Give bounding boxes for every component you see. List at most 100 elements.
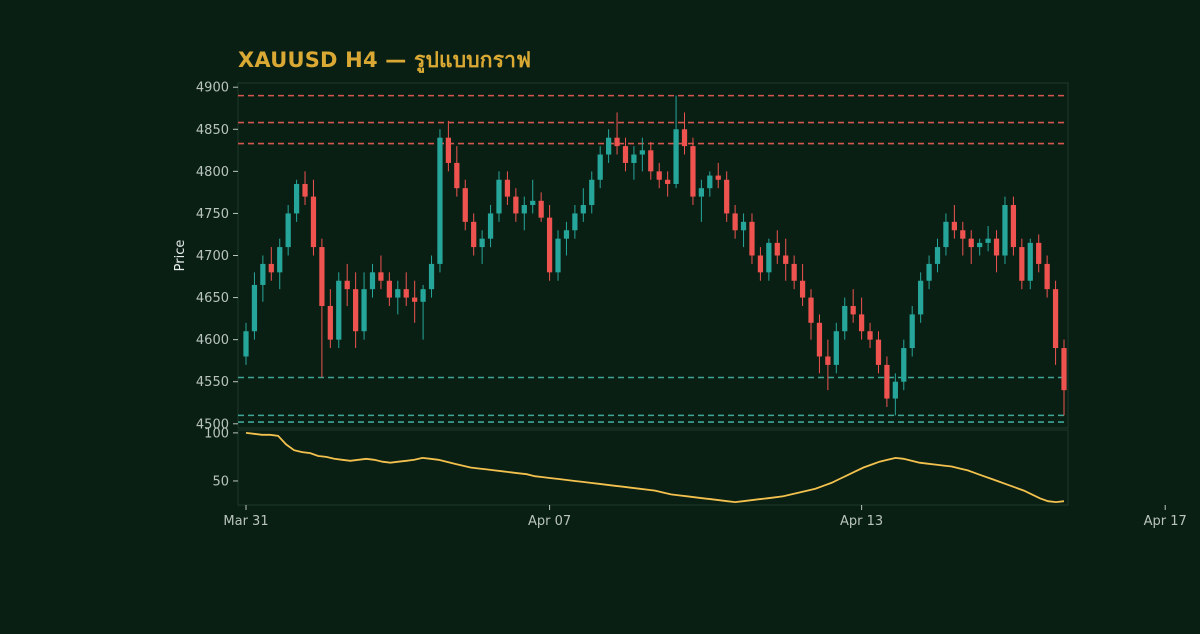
candle-body (353, 289, 359, 332)
candle-body (858, 314, 865, 332)
candle-body (791, 263, 797, 281)
candle-body (901, 348, 907, 382)
candle-body (850, 305, 856, 315)
candle-body (648, 150, 654, 172)
candle-body (412, 297, 418, 302)
candle-body (884, 364, 890, 399)
candle-body (336, 280, 342, 340)
candle-body (707, 175, 713, 189)
candle-body (378, 272, 384, 281)
candle-body (445, 137, 452, 163)
candle-body (1027, 242, 1033, 281)
candle-body (395, 289, 401, 298)
candle-body (268, 263, 274, 273)
candle-body (572, 213, 578, 231)
candle-body (530, 200, 536, 206)
candle-body (251, 284, 258, 332)
candle-body (369, 272, 376, 290)
candle-body (698, 188, 704, 197)
candle-body (732, 213, 738, 231)
candle-body (487, 213, 494, 239)
candle-body (673, 129, 679, 184)
price-ytick-label: 4800 (196, 165, 229, 180)
candle-body (386, 280, 392, 298)
candle-body (454, 162, 460, 189)
candle-body (943, 221, 949, 248)
candle-body (277, 247, 283, 273)
price-ytick-label: 4700 (196, 249, 229, 264)
candle-body (1044, 263, 1050, 290)
candle-body (842, 305, 848, 332)
price-ytick-label: 4650 (196, 291, 229, 306)
candle-body (437, 137, 443, 264)
candle-body (1002, 205, 1008, 256)
xtick-label: Apr 13 (840, 514, 883, 529)
candle-body (799, 280, 806, 298)
candle-body (774, 242, 780, 256)
xtick-label: Apr 17 (1144, 514, 1187, 529)
candle-body (302, 183, 308, 197)
candle-body (951, 221, 957, 231)
candle-body (614, 137, 620, 147)
candle-body (1036, 242, 1042, 264)
candle-body (521, 205, 527, 214)
candle-body (580, 205, 586, 214)
candle-body (563, 230, 570, 239)
candle-body (757, 255, 764, 273)
candle-body (538, 200, 544, 218)
candle-body (555, 238, 561, 273)
candle-body (260, 263, 266, 285)
candle-body (546, 217, 553, 273)
candle-body (1010, 205, 1017, 248)
candle-body (766, 242, 772, 273)
candle-body (1019, 247, 1025, 281)
indicator-ytick-label: 100 (204, 426, 229, 441)
candle-body (740, 221, 747, 231)
xtick-label: Apr 07 (528, 514, 571, 529)
candle-body (934, 247, 941, 264)
candle-body (825, 356, 831, 365)
candle-body (749, 221, 755, 256)
candle-body (504, 179, 511, 197)
candle-body (462, 188, 468, 222)
price-ytick-label: 4900 (196, 81, 229, 96)
candle-body (479, 238, 485, 248)
candle-body (977, 242, 983, 248)
candle-body (622, 146, 629, 163)
candle-body (361, 289, 367, 332)
candle-body (344, 280, 350, 290)
candle-body (715, 175, 721, 180)
price-ytick-label: 4600 (196, 333, 229, 348)
indicator-line (245, 432, 1065, 504)
candle-body (918, 280, 924, 315)
candle-body (867, 331, 873, 340)
candle-body (783, 255, 789, 264)
chart-title: XAUUSD H4 — รูปแบบกราฟ (238, 48, 532, 72)
candle-body (327, 305, 333, 340)
candle-body (1061, 348, 1067, 391)
candle-body (833, 331, 839, 365)
candle-body (1052, 289, 1059, 349)
candle-body (816, 322, 823, 357)
candle-body (681, 129, 688, 147)
candle-body (808, 297, 814, 323)
price-panel-frame (237, 82, 1069, 429)
candle-body (639, 150, 645, 155)
price-ytick-label: 4750 (196, 207, 229, 222)
price-ytick-label: 4850 (196, 123, 229, 138)
candle-body (496, 179, 502, 214)
candle-body (597, 154, 603, 180)
candle-body (960, 230, 966, 239)
candle-body (243, 331, 249, 357)
candle-body (606, 137, 612, 155)
candle-body (724, 179, 730, 214)
candle-body (428, 263, 435, 290)
candle-body (631, 154, 637, 163)
candle-body (875, 339, 882, 365)
candle-body (665, 179, 671, 184)
candle-body (310, 196, 317, 248)
candle-body (993, 238, 1000, 256)
candle-body (968, 238, 974, 248)
